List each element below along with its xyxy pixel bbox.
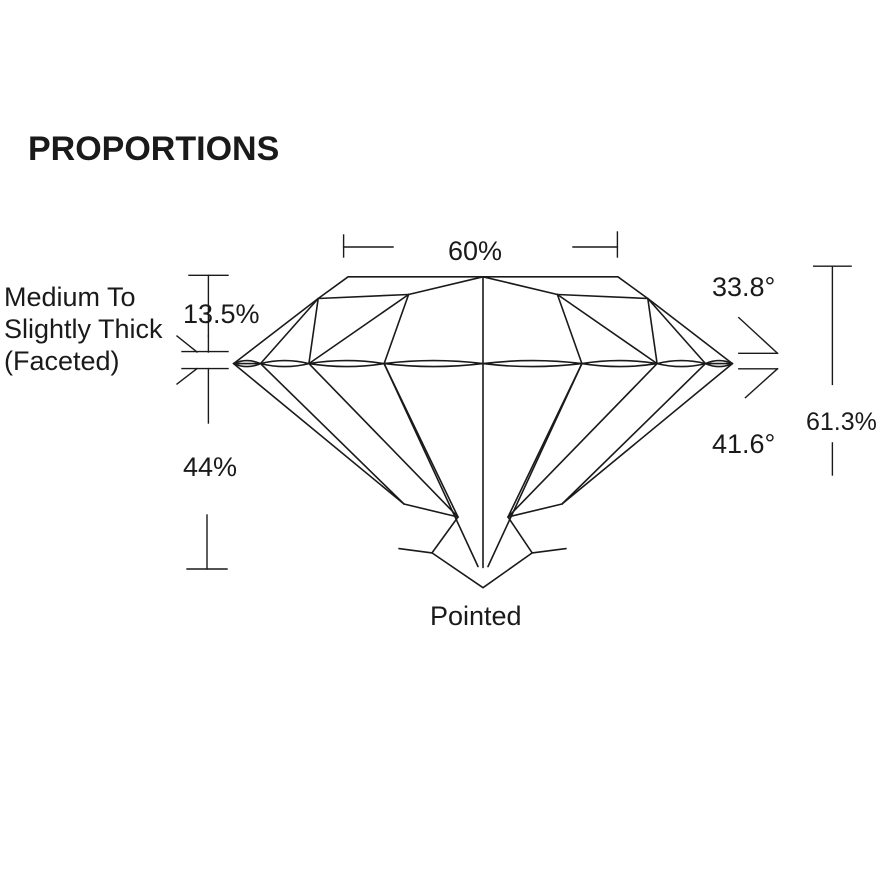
svg-text:Slightly Thick: Slightly Thick (4, 314, 163, 344)
svg-text:41.6°: 41.6° (712, 429, 775, 459)
svg-text:13.5%: 13.5% (183, 299, 260, 329)
svg-text:33.8°: 33.8° (712, 272, 775, 302)
svg-text:61.3%: 61.3% (806, 408, 877, 436)
svg-text:(Faceted): (Faceted) (4, 346, 120, 376)
svg-text:Pointed: Pointed (430, 601, 522, 631)
svg-text:60%: 60% (448, 236, 502, 266)
svg-text:Medium To: Medium To (4, 282, 136, 312)
svg-text:44%: 44% (183, 452, 237, 482)
